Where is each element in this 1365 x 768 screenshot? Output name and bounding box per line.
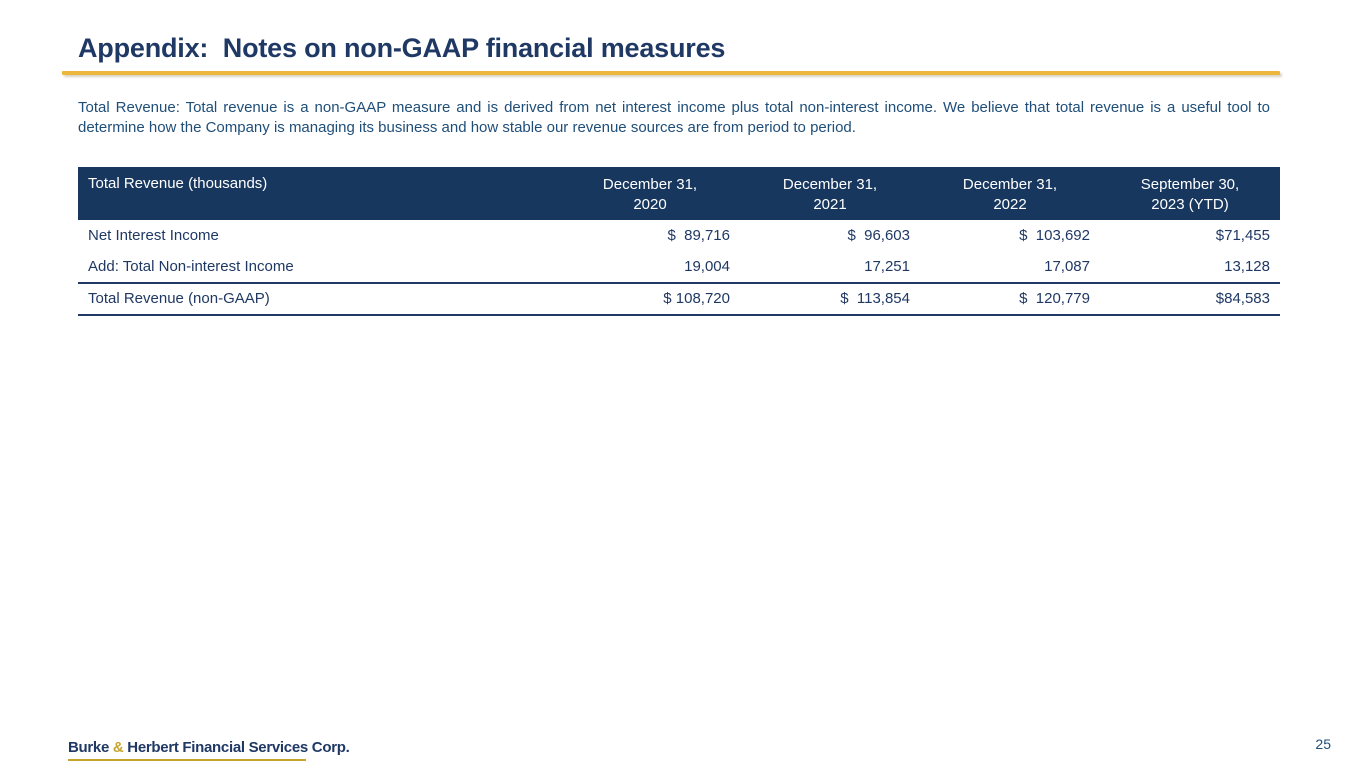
- col-header-2023-ytd-line2: 2023 (YTD): [1151, 195, 1229, 213]
- cell-value: 13,128: [1224, 257, 1270, 275]
- revenue-table: Total Revenue (thousands) December 31, 2…: [78, 166, 1280, 316]
- logo-ampersand: &: [112, 739, 124, 756]
- col-header-2022: December 31, 2022: [920, 167, 1100, 215]
- intro-paragraph: Total Revenue: Total revenue is a non-GA…: [78, 99, 1270, 136]
- col-header-2021-line2: 2021: [813, 195, 847, 213]
- col-header-2023-ytd: September 30, 2023 (YTD): [1100, 167, 1280, 215]
- col-header-2022-line1: December 31,: [962, 175, 1058, 193]
- cell-value: $84,583: [1215, 290, 1270, 308]
- cell-value: $ 103,692: [1019, 226, 1090, 244]
- title-underline: [62, 71, 1280, 75]
- company-logo-text: Burke & Herbert Financial Services Corp.: [68, 739, 350, 756]
- row-label: Total Revenue (non-GAAP): [88, 290, 270, 308]
- table-row-total-revenue: Total Revenue (non-GAAP) $ 108,720 $ 113…: [78, 281, 1280, 316]
- row-label: Net Interest Income: [88, 226, 219, 244]
- row-label: Add: Total Non-interest Income: [88, 257, 294, 275]
- col-header-2020-line1: December 31,: [602, 175, 698, 193]
- cell-value: 17,251: [864, 257, 910, 275]
- logo-part2: Herbert Financial Services Corp.: [123, 739, 350, 756]
- cell-value: $ 89,716: [667, 226, 730, 244]
- cell-value: $ 96,603: [847, 226, 910, 244]
- page-number: 25: [1315, 736, 1331, 752]
- cell-value: $ 120,779: [1019, 290, 1090, 308]
- cell-value: $ 113,854: [840, 290, 910, 308]
- col-header-2020: December 31, 2020: [560, 167, 740, 215]
- table-header-row: Total Revenue (thousands) December 31, 2…: [78, 166, 1280, 220]
- table-header-label: Total Revenue (thousands): [88, 174, 268, 192]
- company-logo: Burke & Herbert Financial Services Corp.: [68, 739, 350, 761]
- table-row-net-interest-income: Net Interest Income $ 89,716 $ 96,603 $ …: [78, 220, 1280, 251]
- col-header-2021: December 31, 2021: [740, 167, 920, 215]
- table-row-non-interest-income: Add: Total Non-interest Income 19,004 17…: [78, 251, 1280, 282]
- cell-value: 17,087: [1044, 257, 1090, 275]
- col-header-2020-line2: 2020: [633, 195, 667, 213]
- page-title: Appendix: Notes on non-GAAP financial me…: [78, 33, 726, 63]
- col-header-2021-line1: December 31,: [782, 175, 878, 193]
- col-header-2023-ytd-line1: September 30,: [1140, 175, 1240, 193]
- cell-value: 19,004: [684, 257, 730, 275]
- cell-value: $ 108,720: [663, 290, 730, 308]
- col-header-2022-line2: 2022: [993, 195, 1027, 213]
- logo-part1: Burke: [68, 739, 113, 756]
- logo-underline: [68, 759, 306, 761]
- cell-value: $71,455: [1215, 226, 1270, 244]
